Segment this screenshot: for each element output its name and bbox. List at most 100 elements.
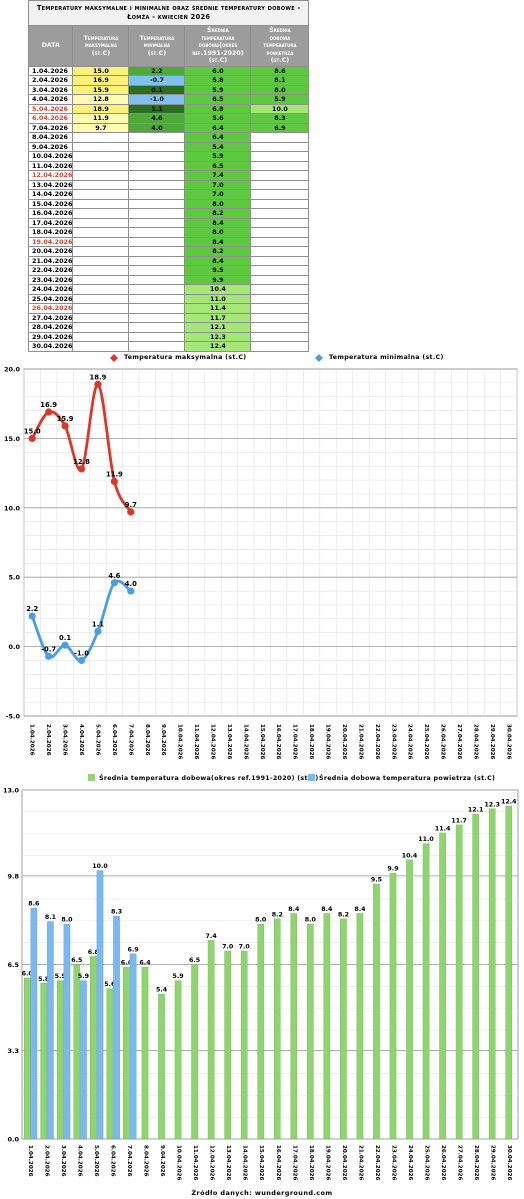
avg-label: 5.9 (78, 973, 89, 980)
norm-cell: 6.0 (184, 65, 252, 77)
x-tick-label: 26.04.2026 (440, 724, 446, 759)
norm-bar (373, 883, 380, 1140)
x-tick-label: 29.04.2026 (489, 724, 495, 759)
min-cell (128, 236, 186, 248)
header-line: dobowa (269, 34, 291, 42)
norm-bar (290, 913, 298, 1140)
data-label: 0.1 (59, 634, 71, 642)
max-cell: 9.7 (72, 122, 130, 134)
avg-bar (80, 980, 87, 1140)
avg-cell (250, 227, 310, 238)
x-tick-label: 20.04.2026 (341, 1145, 347, 1180)
y-tick-label: 3.3 (7, 1047, 19, 1055)
x-tick-label: 22.04.2026 (374, 1145, 380, 1180)
legend-min-label: Temperatura minimalna (st.C) (329, 354, 444, 361)
x-tick-label: 28.04.2026 (472, 724, 478, 759)
norm-cell: 5.9 (184, 84, 252, 96)
max-point (94, 380, 102, 388)
min-cell (128, 255, 186, 267)
data-label: 4.0 (125, 580, 137, 588)
avg-cell: 10.0 (250, 103, 310, 115)
x-tick-label: 2.04.2026 (43, 1145, 49, 1177)
avg-cell (250, 255, 310, 267)
table-row: 24.04.2026 10.4 (27, 284, 310, 295)
table-row: 30.04.2026 12.4 (27, 341, 310, 352)
date-cell: 15.04.2026 (27, 198, 74, 210)
norm-label: 5.4 (156, 987, 168, 994)
avg-bar (96, 870, 104, 1140)
norm-cell: 6.5 (184, 160, 252, 172)
norm-label: 10.4 (402, 852, 418, 859)
x-tick-label: 8.04.2026 (144, 724, 150, 756)
date-cell: 29.04.2026 (27, 331, 74, 343)
x-tick-label: 18.04.2026 (308, 1145, 314, 1180)
date-cell: 27.04.2026 (27, 312, 74, 324)
header-line: minimalna (143, 42, 171, 50)
norm-label: 8.2 (272, 911, 283, 918)
table-row: 9.04.2026 5.4 (27, 141, 310, 153)
norm-bar (240, 950, 248, 1140)
min-cell (128, 189, 186, 200)
max-cell (72, 198, 130, 210)
x-tick-label: 4.04.2026 (78, 724, 84, 756)
avg-cell (250, 236, 310, 248)
table-row: 1.04.2026 15.0 2.2 6.0 8.6 (27, 65, 310, 77)
max-cell (72, 331, 130, 343)
date-cell: 5.04.2026 (27, 103, 74, 115)
y-tick-label: 0.0 (7, 1136, 19, 1144)
avg-cell (250, 331, 310, 343)
avg-cell: 8.0 (250, 84, 310, 96)
norm-cell: 8.2 (184, 246, 252, 257)
x-tick-label: 3.04.2026 (62, 724, 68, 756)
header-line: dobowa(okres (198, 42, 238, 50)
norm-label: 5.8 (38, 976, 49, 983)
max-point (77, 465, 86, 473)
max-cell (72, 293, 130, 305)
header-line: ref.1991-2020) (192, 49, 244, 57)
max-cell (72, 255, 130, 267)
bar-chart-bars: 6.0 8.6 5.8 8.1 5.9 8.0 6.5 5.9 6.8 10.0 5.6 8.3 6.4… (22, 799, 517, 1140)
x-tick-label: 25.04.2026 (424, 1145, 430, 1180)
avg-cell (250, 189, 310, 200)
legend-avg-swatch (308, 774, 315, 781)
norm-cell: 11.0 (184, 293, 252, 305)
min-cell (128, 303, 186, 314)
x-tick-label: 23.04.2026 (391, 1145, 397, 1180)
avg-cell (250, 179, 310, 191)
avg-label: 10.0 (92, 863, 108, 870)
date-cell: 30.04.2026 (27, 341, 74, 352)
max-cell (72, 151, 130, 162)
min-cell (128, 198, 186, 210)
date-cell: 12.04.2026 (27, 170, 74, 181)
avg-cell (250, 198, 310, 210)
table-row: 28.04.2026 12.1 (27, 322, 310, 333)
min-cell (128, 322, 186, 333)
norm-cell: 5.9 (184, 151, 252, 162)
min-cell (128, 170, 186, 181)
max-cell (72, 265, 130, 276)
norm-label: 7.4 (206, 933, 218, 940)
date-cell: 11.04.2026 (27, 160, 74, 172)
line-chart: Temperatura maksymalna (st.C) Temperatur… (4, 354, 518, 759)
x-tick-label: 21.04.2026 (357, 1145, 363, 1180)
date-cell: 7.04.2026 (27, 122, 74, 134)
norm-bar (207, 940, 215, 1140)
date-cell: 3.04.2026 (27, 84, 74, 96)
x-tick-label: 6.04.2026 (109, 1145, 115, 1177)
min-cell (128, 246, 186, 257)
legend-avg-label: Średnia dobowa temperatura powietrza (st… (319, 773, 495, 782)
norm-label: 6.4 (121, 960, 133, 967)
x-tick-label: 15.04.2026 (259, 724, 265, 759)
avg-label: 8.1 (45, 914, 56, 921)
date-cell: 21.04.2026 (27, 255, 74, 267)
min-cell (128, 312, 186, 324)
x-tick-label: 24.04.2026 (407, 1145, 413, 1180)
data-label: 16.9 (40, 401, 57, 409)
max-cell (72, 303, 130, 314)
table-row: 8.04.2026 6.4 (27, 132, 310, 143)
x-tick-label: 18.04.2026 (308, 724, 314, 759)
x-tick-label: 1.04.2026 (27, 1145, 33, 1177)
header-line: temperatura (263, 42, 297, 50)
data-source-footer: Źródło danych: wunderground.com (191, 1188, 332, 1197)
table-row: 17.04.2026 8.4 (27, 217, 310, 229)
